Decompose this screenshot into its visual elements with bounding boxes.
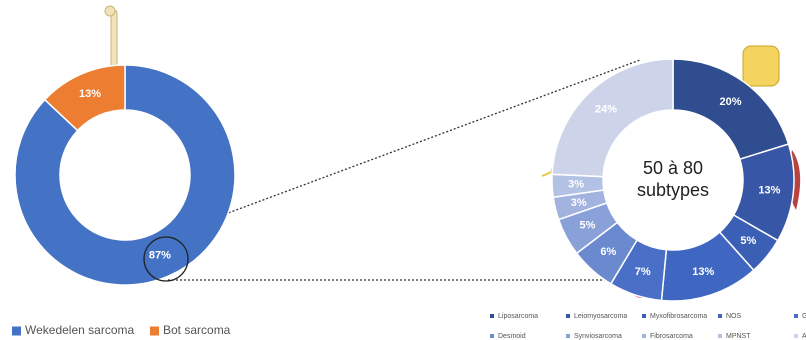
legend-swatch: [150, 326, 159, 336]
center-text: subtypes: [637, 180, 709, 200]
data-label: 20%: [719, 96, 741, 108]
data-label: 87%: [149, 250, 171, 262]
legend-label: Fibrosarcoma: [650, 333, 693, 340]
legend-label: Myxofibrosarcoma: [650, 313, 707, 320]
legend-label: Liposarcoma: [498, 313, 538, 320]
legend-swatch: [642, 334, 646, 338]
legend-swatch: [490, 314, 494, 318]
legend-swatch: [642, 314, 646, 318]
data-label: 24%: [595, 104, 617, 116]
legend-label: Leiomyosarcoma: [574, 313, 627, 320]
slice: [551, 58, 674, 178]
legend-swatch: [566, 334, 570, 338]
legend-swatch: [490, 334, 494, 338]
legend-label: Andere: [802, 333, 806, 340]
data-label: 13%: [758, 185, 780, 197]
legend-label: NOS: [726, 313, 742, 320]
legend-label: Synviosarcoma: [574, 333, 622, 340]
legend-label: Wekedelen sarcoma: [25, 323, 134, 337]
data-label: 13%: [692, 266, 714, 278]
data-label: 6%: [600, 246, 616, 258]
slice: [43, 64, 126, 132]
legend-label: GIST: [802, 313, 806, 320]
legend-swatch: [12, 326, 21, 336]
data-label: 5%: [580, 220, 596, 232]
data-label: 3%: [571, 197, 587, 209]
legend-label: Desmoid: [498, 333, 526, 340]
legend-swatch: [718, 334, 722, 338]
legend-swatch: [718, 314, 722, 318]
data-label: 7%: [635, 266, 651, 278]
legend-label: Bot sarcoma: [163, 323, 231, 337]
legend-swatch: [566, 314, 570, 318]
slice: [14, 64, 236, 286]
data-label: 13%: [79, 88, 101, 100]
legend-swatch: [794, 334, 798, 338]
data-label: 5%: [740, 235, 756, 247]
legend-label: MPNST: [726, 333, 751, 340]
fat-icon: [742, 45, 780, 87]
legend-swatch: [794, 314, 798, 318]
highlight-circle: [143, 236, 189, 282]
center-text: 50 à 80: [643, 158, 703, 178]
data-label: 3%: [568, 179, 584, 191]
connector: [149, 59, 641, 243]
